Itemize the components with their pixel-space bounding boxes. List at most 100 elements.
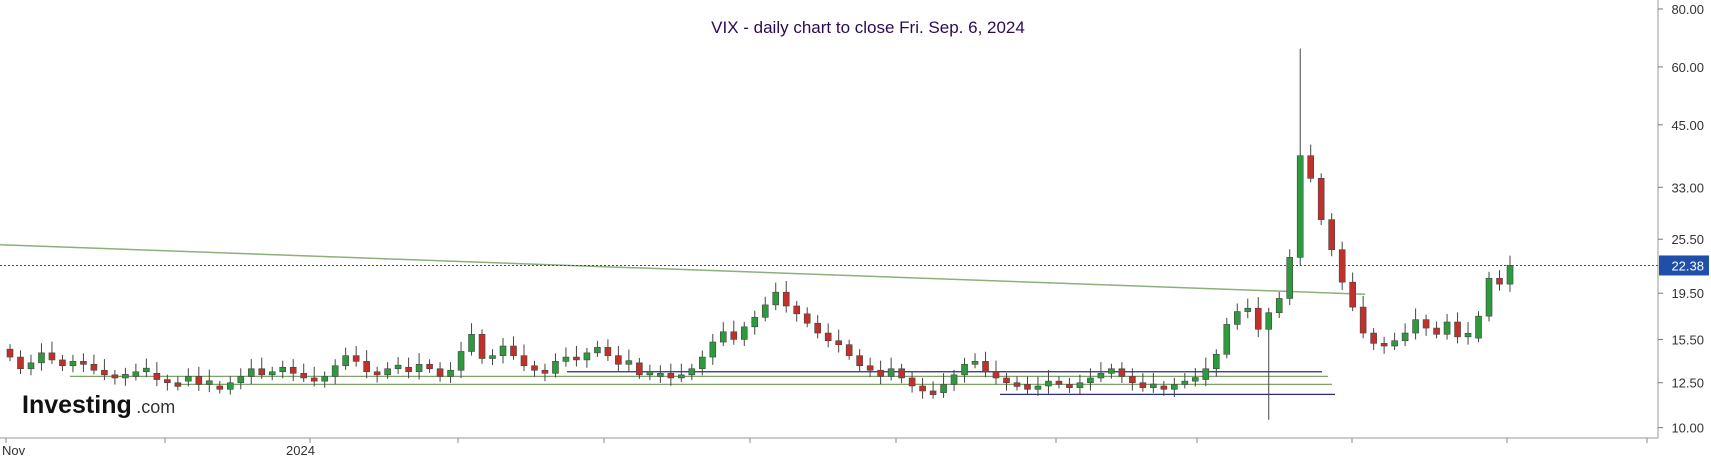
candle [709,333,717,365]
candle [1003,372,1010,391]
candle-body-up [887,368,895,377]
candle-body-down [436,368,444,377]
candle [594,340,601,357]
candle [478,329,486,364]
candle-body-down [1129,376,1136,384]
candle [1202,357,1210,387]
candle [1223,317,1231,359]
candle-body-down [1349,281,1356,308]
candle [531,360,538,377]
candle [216,381,224,394]
candle [1464,322,1472,345]
candle [1296,48,1304,266]
candle [48,341,56,364]
candle-body-up [646,370,654,376]
candle [206,369,213,393]
candle [1244,298,1252,319]
candle [982,351,989,378]
candle-body-down [667,373,675,379]
candle-body-up [699,356,706,370]
candle [1433,321,1440,339]
candle-body-down [856,355,863,367]
candle [310,366,318,387]
candle [562,347,570,367]
candle-body-up [940,384,947,393]
candle [761,296,769,322]
candle-body-up [1485,277,1493,317]
candle [1286,249,1294,305]
candle-body-up [1192,377,1199,382]
candle-body-up [499,345,507,356]
candle-body-down [898,368,905,379]
candle-body-down [1024,384,1031,390]
candle-body-down [573,356,580,361]
candle [384,362,391,379]
candle [1181,373,1189,389]
candle-body-down [1307,155,1314,179]
candle [342,347,349,370]
svg-text:Investing .com: Investing .com [22,391,175,419]
candle-body-up [27,362,35,370]
candle [971,353,979,369]
candle-body-up [1223,324,1231,355]
candle [824,323,832,348]
candle [185,368,192,387]
candle-body-down [1380,343,1388,347]
y-tick-label: 10.00 [1671,421,1704,436]
candle [373,366,381,383]
last-value-tag-bg [1659,255,1709,276]
candle [657,365,664,383]
candle-body-down [1118,368,1126,377]
candle [38,343,45,371]
y-tick-label: 45.00 [1671,118,1704,133]
y-axis: 80.00 60.00 45.00 33.00 25.50 19.50 15.50 12.50… [0,0,1709,439]
candle [908,371,916,393]
candle [247,359,255,385]
candle-body-down [877,369,884,377]
candle-body-down [48,352,56,361]
candle-body-down [6,348,14,358]
candle [625,349,633,373]
candle [678,363,685,383]
candle-body-up [69,361,77,367]
candle-body-up [1233,311,1241,325]
candle [1349,272,1356,312]
candle [143,358,150,378]
candle-body-up [950,374,958,385]
candle-body-up [279,366,287,373]
candle-body-down [1066,384,1073,388]
candle [541,363,549,382]
x-axis-ticks [5,438,1648,443]
candle-body-down [1055,380,1063,385]
candle [887,357,895,381]
candle-body-up [719,331,727,343]
candle [1139,373,1147,392]
candle-body-up [268,371,276,376]
candle [1192,367,1199,387]
candle-body-down [478,333,486,359]
candle-body-down [541,369,549,374]
y-tick-label: 12.50 [1671,376,1704,391]
y-tick-label: 25.50 [1671,232,1704,247]
candle [1129,368,1136,391]
candle [803,307,811,328]
candle-body-down [929,390,937,395]
candle-body-up [1034,385,1042,390]
candle [646,364,654,381]
candle-body-up [237,376,245,384]
candle-body-up [1097,373,1105,379]
candle [740,321,748,346]
candle-body-up [38,352,45,364]
candle [751,310,759,335]
candle [468,323,475,356]
candle [1076,374,1084,395]
candle [132,363,140,381]
candle [111,369,119,385]
candle-body-up [331,365,339,377]
candle-body-up [247,368,255,377]
candle [510,336,517,360]
candle-body-down [793,305,801,315]
candle [1254,297,1262,338]
candle-body-down [636,362,643,376]
candle-body-down [373,371,381,376]
